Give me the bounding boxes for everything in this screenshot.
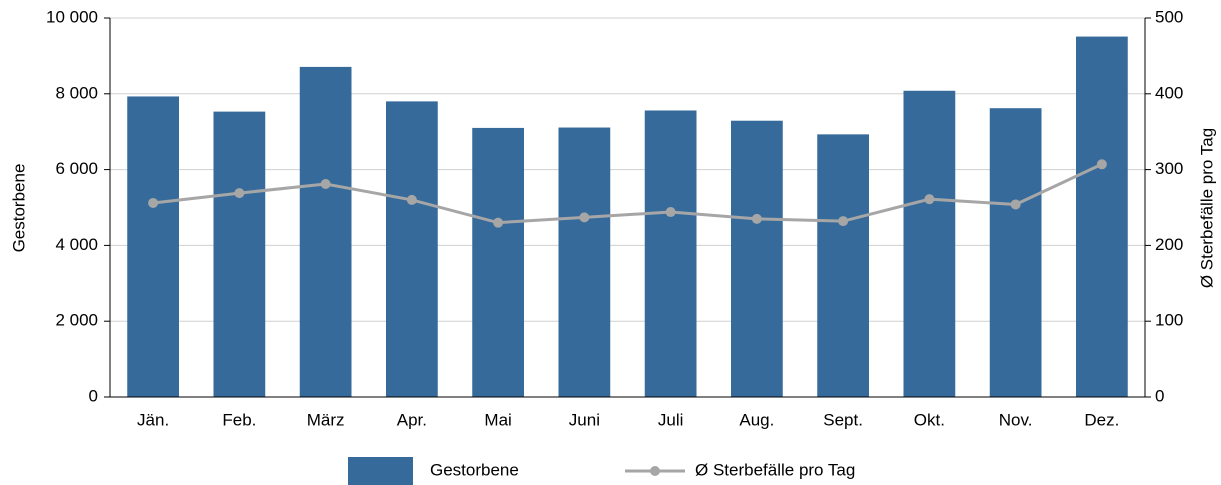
line-marker <box>665 207 676 218</box>
y2-tick-label: 0 <box>1155 386 1164 405</box>
line-marker <box>320 179 331 190</box>
y-tick-label: 10 000 <box>46 7 98 26</box>
y2-tick-label: 400 <box>1155 83 1183 102</box>
line-marker <box>493 217 504 228</box>
x-tick-label: Feb. <box>222 410 256 429</box>
y2-tick-label: 100 <box>1155 311 1183 330</box>
y-tick-label: 2 000 <box>55 311 98 330</box>
y2-tick-label: 300 <box>1155 159 1183 178</box>
y-tick-label: 0 <box>89 386 98 405</box>
bar <box>903 90 956 397</box>
legend-label: Gestorbene <box>430 460 519 479</box>
line-marker <box>751 213 762 224</box>
y2-axis-title: Ø Sterbefälle pro Tag <box>1197 128 1216 288</box>
y-axis-title: Gestorbene <box>9 164 28 253</box>
legend-label: Ø Sterbefälle pro Tag <box>695 460 855 479</box>
bar <box>558 127 611 397</box>
x-tick-label: Mai <box>484 410 511 429</box>
bar <box>299 66 352 398</box>
line-marker <box>234 188 245 199</box>
line-marker <box>1096 159 1107 170</box>
y2-tick-label: 200 <box>1155 235 1183 254</box>
bar <box>817 134 869 397</box>
line <box>152 162 1103 225</box>
x-tick-label: Jän. <box>137 410 169 429</box>
y-tick-label: 8 000 <box>55 83 98 102</box>
legend-marker <box>650 466 660 476</box>
bar <box>644 110 697 397</box>
y-tick-label: 6 000 <box>55 159 98 178</box>
line-marker <box>579 212 590 223</box>
x-tick-label: Aug. <box>739 410 774 429</box>
legend-swatch <box>348 457 413 485</box>
x-tick-label: Sept. <box>823 410 863 429</box>
x-tick-label: Okt. <box>914 410 945 429</box>
y-tick-label: 4 000 <box>55 235 98 254</box>
x-tick-label: März <box>307 410 345 429</box>
line-marker <box>838 216 849 227</box>
y2-tick-label: 500 <box>1155 7 1183 26</box>
line-marker <box>1010 199 1021 210</box>
bar <box>386 101 438 397</box>
bar <box>213 111 266 397</box>
bar <box>731 120 783 398</box>
line-marker <box>148 197 159 208</box>
x-tick-label: Juni <box>569 410 600 429</box>
line-marker <box>406 194 417 205</box>
x-tick-label: Juli <box>658 410 684 429</box>
x-tick-label: Nov. <box>999 410 1033 429</box>
x-tick-label: Apr. <box>397 410 427 429</box>
x-tick-label: Dez. <box>1084 410 1119 429</box>
bar <box>127 96 179 397</box>
line-marker <box>924 194 935 205</box>
bar <box>1076 36 1128 398</box>
bar <box>989 108 1042 398</box>
bar <box>472 127 524 397</box>
